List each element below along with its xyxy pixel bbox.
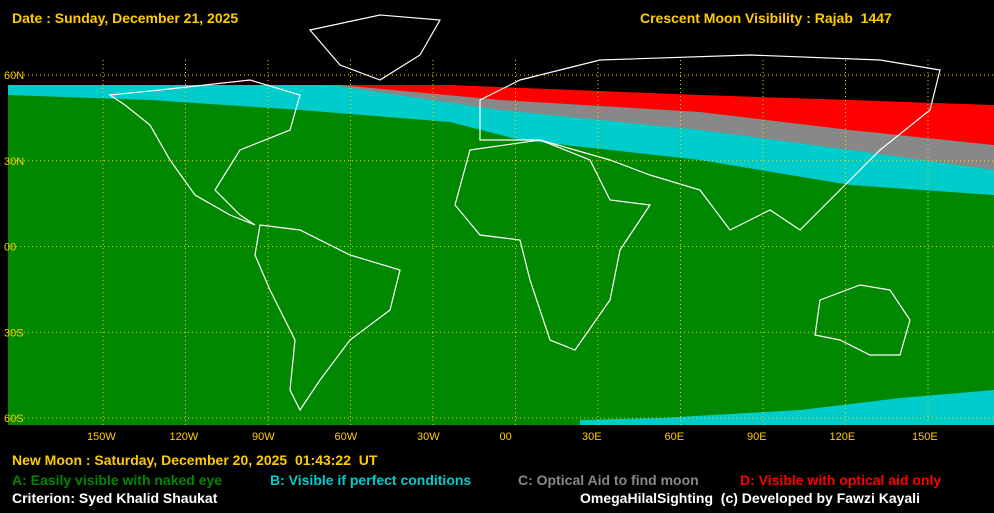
zone-d xyxy=(340,85,994,145)
lon-label: 60E xyxy=(665,431,685,443)
lon-label: 120E xyxy=(830,431,856,443)
map-labels: 60N 30N 00 30S 60S 150W 120W 90W 60W 30W 00 30E 60E 9… xyxy=(4,10,994,506)
new-moon: New Moon : Saturday, December 20, 2025 0… xyxy=(12,452,378,468)
legend-item: A: Easily visible with naked eye xyxy=(12,472,222,488)
north-america xyxy=(108,79,301,226)
criterion: Criterion: Syed Khalid Shaukat xyxy=(12,490,218,506)
lon-label: 30W xyxy=(417,431,440,443)
greenland xyxy=(308,14,441,81)
australia xyxy=(814,284,911,356)
lon-label: 00 xyxy=(500,431,512,443)
lat-label: 30S xyxy=(4,327,24,339)
lon-label: 120W xyxy=(170,431,199,443)
date: Date : Sunday, December 21, 2025 xyxy=(12,10,238,26)
legend-item: B: Visible if perfect conditions xyxy=(270,472,471,488)
lat-label: 60S xyxy=(4,413,24,425)
africa xyxy=(454,139,652,351)
title: Crescent Moon Visibility : Rajab 1447 xyxy=(640,10,892,26)
lon-label: 90W xyxy=(252,431,275,443)
lon-label: 150W xyxy=(87,431,116,443)
lat-label: 00 xyxy=(4,242,16,254)
south-america xyxy=(254,224,401,412)
lat-label: 30N xyxy=(4,156,24,168)
lon-label: 30E xyxy=(582,431,602,443)
eurasia xyxy=(479,54,941,231)
no-visibility xyxy=(0,0,994,105)
credit: OmegaHilalSighting (c) Developed by Fawz… xyxy=(580,490,920,506)
legend-item: D: Visible with optical aid only xyxy=(740,472,941,488)
lat-label: 60N xyxy=(4,70,24,82)
lon-label: 150E xyxy=(912,431,938,443)
coastlines xyxy=(108,14,941,412)
lon-label: 60W xyxy=(335,431,358,443)
lon-label: 90E xyxy=(747,431,767,443)
zone-b-south xyxy=(580,390,994,425)
legend-item: C: Optical Aid to find moon xyxy=(518,472,699,488)
